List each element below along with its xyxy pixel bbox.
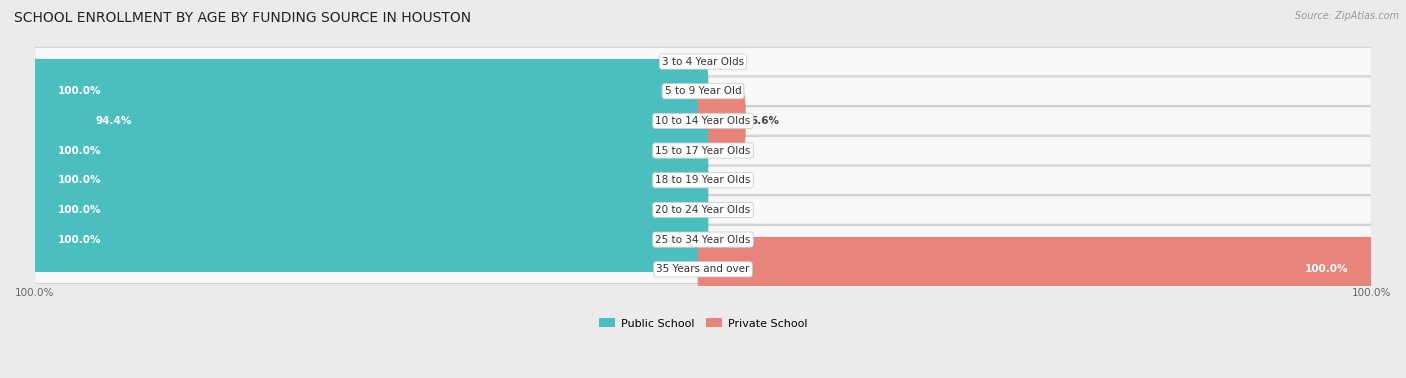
Text: 0.0%: 0.0% [664,57,693,67]
Text: 25 to 34 Year Olds: 25 to 34 Year Olds [655,235,751,245]
Text: 100.0%: 100.0% [58,146,101,156]
Text: 35 Years and over: 35 Years and over [657,264,749,274]
FancyBboxPatch shape [697,88,745,153]
Text: 10 to 14 Year Olds: 10 to 14 Year Olds [655,116,751,126]
Text: 5 to 9 Year Old: 5 to 9 Year Old [665,86,741,96]
FancyBboxPatch shape [30,148,709,212]
Text: 5.6%: 5.6% [751,116,779,126]
Text: 0.0%: 0.0% [713,86,742,96]
FancyBboxPatch shape [35,107,1371,135]
FancyBboxPatch shape [66,88,709,153]
Text: 94.4%: 94.4% [96,116,132,126]
FancyBboxPatch shape [30,59,709,124]
FancyBboxPatch shape [35,166,1371,195]
FancyBboxPatch shape [35,136,1371,165]
Text: 100.0%: 100.0% [58,205,101,215]
Text: 0.0%: 0.0% [713,146,742,156]
FancyBboxPatch shape [35,47,1371,76]
Legend: Public School, Private School: Public School, Private School [595,314,811,333]
Text: 0.0%: 0.0% [664,264,693,274]
FancyBboxPatch shape [30,118,709,183]
Text: 0.0%: 0.0% [713,57,742,67]
FancyBboxPatch shape [35,196,1371,224]
FancyBboxPatch shape [697,237,1376,302]
Text: 0.0%: 0.0% [713,235,742,245]
Text: 0.0%: 0.0% [713,205,742,215]
Text: 20 to 24 Year Olds: 20 to 24 Year Olds [655,205,751,215]
Text: 100.0%: 100.0% [58,235,101,245]
Text: 100.0%: 100.0% [58,86,101,96]
Text: 0.0%: 0.0% [713,175,742,185]
FancyBboxPatch shape [35,77,1371,105]
FancyBboxPatch shape [30,207,709,272]
FancyBboxPatch shape [35,255,1371,284]
Text: 100.0%: 100.0% [58,175,101,185]
Text: 100.0%: 100.0% [1305,264,1348,274]
Text: Source: ZipAtlas.com: Source: ZipAtlas.com [1295,11,1399,21]
FancyBboxPatch shape [35,225,1371,254]
Text: SCHOOL ENROLLMENT BY AGE BY FUNDING SOURCE IN HOUSTON: SCHOOL ENROLLMENT BY AGE BY FUNDING SOUR… [14,11,471,25]
Text: 18 to 19 Year Olds: 18 to 19 Year Olds [655,175,751,185]
FancyBboxPatch shape [30,178,709,242]
Text: 15 to 17 Year Olds: 15 to 17 Year Olds [655,146,751,156]
Text: 3 to 4 Year Olds: 3 to 4 Year Olds [662,57,744,67]
